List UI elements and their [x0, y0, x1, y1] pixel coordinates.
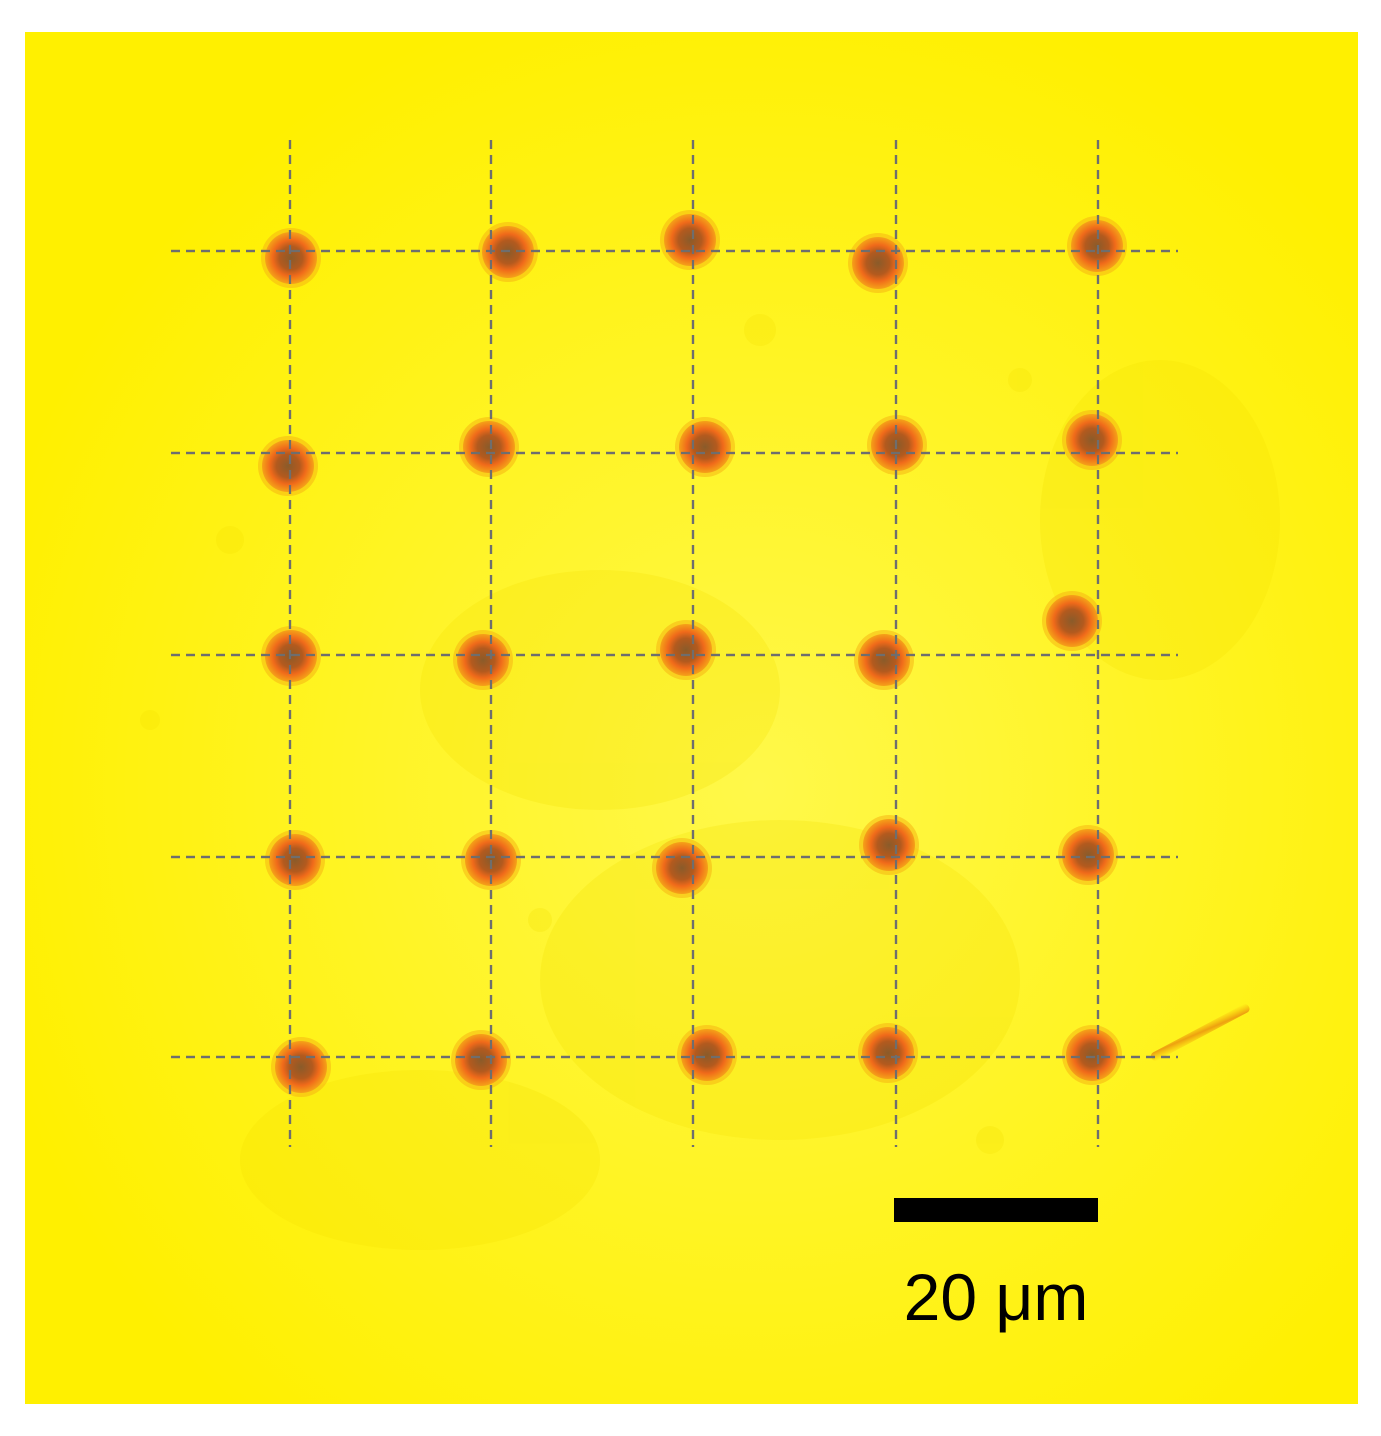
dot: [858, 634, 910, 686]
scale-bar-label: 20 μm: [904, 1260, 1089, 1334]
dot: [1062, 829, 1114, 881]
surface-streak: [1150, 1004, 1250, 1061]
dot: [262, 440, 314, 492]
scale-bar: [894, 1198, 1098, 1222]
dot: [1066, 414, 1118, 466]
dot: [681, 1029, 733, 1081]
dot: [679, 421, 731, 473]
dot: [664, 214, 716, 266]
dot: [455, 1034, 507, 1086]
dot: [656, 842, 708, 894]
dot: [269, 834, 321, 886]
dot: [1066, 1029, 1118, 1081]
dot: [660, 624, 712, 676]
dot: [457, 634, 509, 686]
dot: [863, 819, 915, 871]
dot: [862, 1027, 914, 1079]
dot: [265, 232, 317, 284]
dot: [1046, 595, 1098, 647]
dot: [275, 1041, 327, 1093]
dot: [463, 421, 515, 473]
